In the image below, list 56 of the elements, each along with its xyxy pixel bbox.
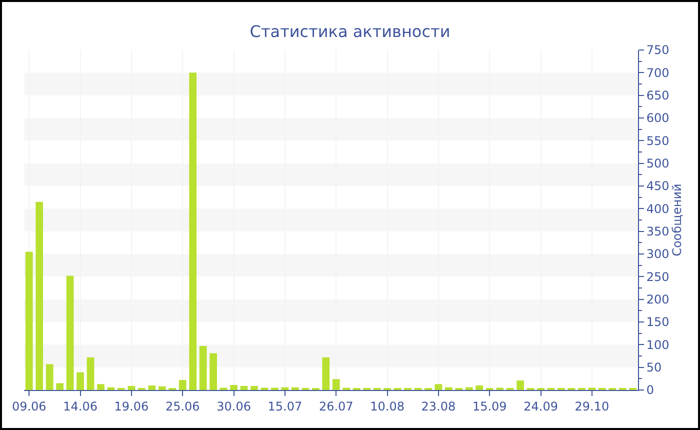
y-tick-label: 750 (646, 43, 670, 58)
bar (240, 386, 248, 390)
bar (250, 386, 258, 390)
y-tick-label: 700 (646, 66, 670, 80)
y-axis-title: Сообщений (670, 184, 684, 256)
x-tick-label: 15.09 (472, 399, 507, 414)
bar (516, 380, 524, 390)
x-tick-label: 26.07 (318, 399, 354, 414)
y-tick-label: 550 (646, 134, 670, 148)
bar (445, 387, 452, 390)
bar (434, 384, 442, 390)
bar (25, 252, 33, 390)
x-tick-label: 25.06 (165, 399, 200, 414)
x-tick-label: 24.09 (524, 399, 558, 414)
bar (158, 386, 166, 390)
x-tick-label: 30.06 (216, 399, 251, 414)
bar (230, 385, 238, 390)
y-tick-label: 450 (646, 179, 670, 194)
bar (210, 353, 217, 390)
bar (76, 372, 84, 390)
y-tick-label: 200 (646, 292, 670, 307)
y-tick-label: 100 (646, 338, 670, 352)
bar (56, 383, 64, 390)
y-tick-label: 650 (646, 88, 670, 103)
bar (36, 202, 44, 390)
chart-title: Статистика активности (250, 22, 450, 41)
y-tick-label: 350 (646, 224, 670, 239)
x-tick-label: 09.06 (12, 399, 46, 414)
y-tick-label: 400 (646, 202, 670, 216)
bar (128, 386, 136, 390)
bar (178, 380, 186, 390)
bar (46, 364, 54, 390)
bar (322, 357, 330, 390)
bar (148, 385, 156, 390)
x-tick-label: 15.07 (268, 399, 302, 414)
y-tick-label: 300 (646, 247, 670, 262)
y-tick-label: 250 (646, 270, 670, 284)
bar (476, 385, 484, 390)
x-tick-label: 14.06 (63, 399, 98, 414)
y-tick-label: 500 (646, 156, 670, 171)
y-tick-label: 0 (646, 383, 654, 398)
bar (332, 379, 340, 390)
x-tick-label: 23.08 (421, 399, 456, 414)
bar (86, 357, 94, 390)
y-tick-label: 600 (646, 111, 670, 126)
bar (97, 384, 104, 390)
y-tick-label: 50 (646, 360, 662, 375)
bar (465, 387, 473, 390)
x-tick-label: 29.10 (574, 399, 610, 414)
bar (292, 387, 299, 390)
bar (66, 276, 74, 390)
bar (199, 346, 207, 390)
x-tick-label: 19.06 (114, 399, 149, 414)
x-tick-label: 10.08 (370, 399, 404, 414)
y-tick-label: 150 (646, 315, 670, 330)
bar (189, 72, 197, 390)
